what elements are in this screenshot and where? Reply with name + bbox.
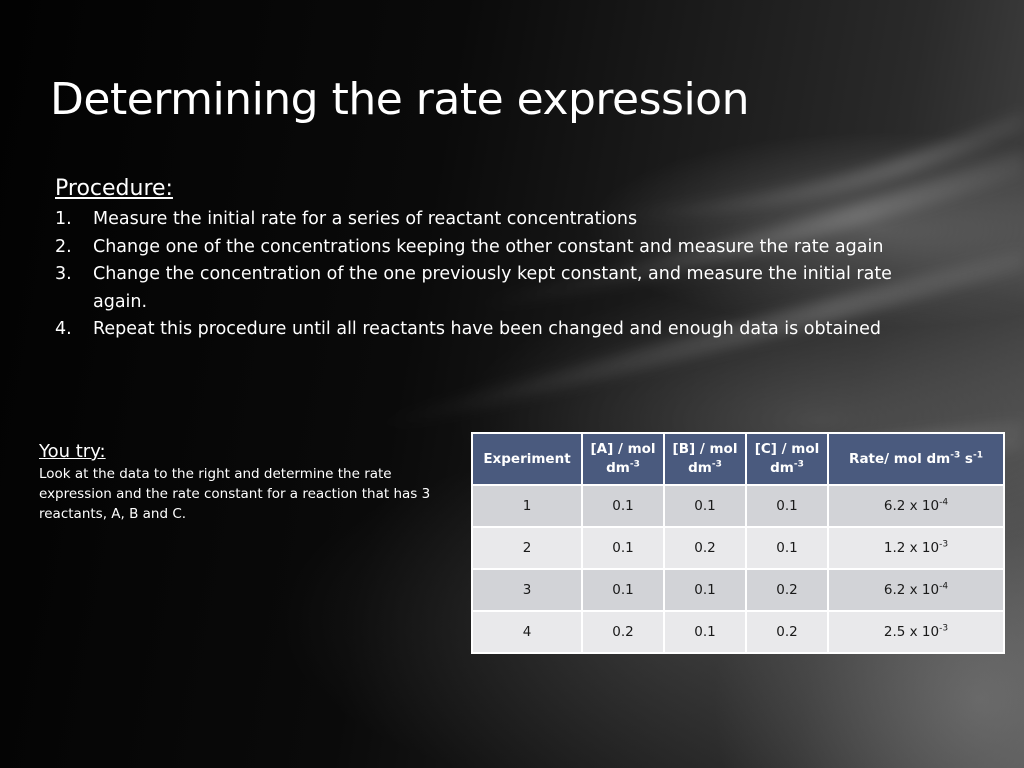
cell-concentration-a: 0.1	[581, 484, 665, 528]
step-number: 4.	[55, 319, 72, 339]
header-rate-exponent-2: -1	[972, 450, 983, 460]
you-try-heading: You try:	[39, 441, 106, 462]
cell-experiment: 3	[471, 568, 583, 612]
header-rate-exponent-1: -3	[950, 450, 961, 460]
cell-concentration-c: 0.1	[745, 484, 829, 528]
step-text: Repeat this procedure until all reactant…	[93, 319, 882, 339]
cell-experiment: 1	[471, 484, 583, 528]
rate-mantissa: 2.5 x 10	[883, 624, 940, 640]
cell-concentration-b: 0.1	[663, 610, 747, 654]
table-header-row: Experiment [A] / mol dm-3 [B] / mol dm-3…	[471, 432, 1005, 486]
header-concentration-c: [C] / mol dm-3	[745, 432, 829, 486]
table-row: 2 0.1 0.2 0.1 1.2 x 10-3	[471, 526, 1005, 570]
cell-rate: 1.2 x 10-3	[827, 526, 1005, 570]
header-a-exponent: -3	[629, 459, 640, 470]
you-try-section: You try: Look at the data to the right a…	[39, 440, 439, 524]
rate-mantissa: 6.2 x 10	[883, 498, 940, 514]
procedure-steps: 1. Measure the initial rate for a series…	[55, 206, 915, 344]
rate-exponent: -3	[939, 539, 949, 550]
rate-mantissa: 6.2 x 10	[883, 582, 940, 598]
cell-concentration-a: 0.1	[581, 568, 665, 612]
you-try-text: Look at the data to the right and determ…	[39, 466, 431, 522]
header-b-label: [B] / mol dm	[672, 441, 738, 476]
cell-concentration-b: 0.2	[663, 526, 747, 570]
header-a-label: [A] / mol dm	[590, 441, 656, 476]
procedure-step: 1. Measure the initial rate for a series…	[55, 206, 915, 234]
rate-exponent: -4	[939, 581, 949, 592]
step-text: Change the concentration of the one prev…	[93, 264, 892, 312]
procedure-step: 4. Repeat this procedure until all react…	[55, 316, 915, 344]
header-rate: Rate/ mol dm-3 s-1	[827, 432, 1005, 486]
procedure-section: Procedure: 1. Measure the initial rate f…	[55, 174, 915, 344]
table-row: 3 0.1 0.1 0.2 6.2 x 10-4	[471, 568, 1005, 612]
cell-experiment: 4	[471, 610, 583, 654]
header-c-label: [C] / mol dm	[754, 441, 820, 476]
table-row: 1 0.1 0.1 0.1 6.2 x 10-4	[471, 484, 1005, 528]
header-b-exponent: -3	[711, 459, 722, 470]
cell-concentration-b: 0.1	[663, 568, 747, 612]
rate-data-table: Experiment [A] / mol dm-3 [B] / mol dm-3…	[471, 432, 1005, 654]
rate-mantissa: 1.2 x 10	[883, 540, 940, 556]
procedure-step: 2. Change one of the concentrations keep…	[55, 234, 915, 262]
cell-concentration-a: 0.1	[581, 526, 665, 570]
header-experiment: Experiment	[471, 432, 583, 486]
procedure-step: 3. Change the concentration of the one p…	[55, 261, 915, 316]
header-c-exponent: -3	[793, 459, 804, 470]
cell-concentration-c: 0.1	[745, 526, 829, 570]
rate-exponent: -3	[939, 623, 949, 634]
cell-concentration-c: 0.2	[745, 610, 829, 654]
step-text: Change one of the concentrations keeping…	[93, 236, 884, 257]
cell-rate: 6.2 x 10-4	[827, 484, 1005, 528]
header-rate-label: Rate/ mol dm	[849, 450, 951, 467]
slide-title: Determining the rate expression	[50, 74, 749, 125]
step-text: Measure the initial rate for a series of…	[93, 209, 638, 229]
step-number: 3.	[55, 264, 72, 284]
step-number: 2.	[55, 236, 72, 257]
header-concentration-b: [B] / mol dm-3	[663, 432, 747, 486]
step-number: 1.	[55, 209, 72, 229]
cell-rate: 6.2 x 10-4	[827, 568, 1005, 612]
table-row: 4 0.2 0.1 0.2 2.5 x 10-3	[471, 610, 1005, 654]
rate-exponent: -4	[939, 497, 949, 508]
cell-experiment: 2	[471, 526, 583, 570]
cell-concentration-c: 0.2	[745, 568, 829, 612]
procedure-heading: Procedure:	[55, 176, 173, 201]
header-rate-unit: s	[960, 450, 973, 467]
cell-concentration-a: 0.2	[581, 610, 665, 654]
cell-rate: 2.5 x 10-3	[827, 610, 1005, 654]
header-concentration-a: [A] / mol dm-3	[581, 432, 665, 486]
cell-concentration-b: 0.1	[663, 484, 747, 528]
